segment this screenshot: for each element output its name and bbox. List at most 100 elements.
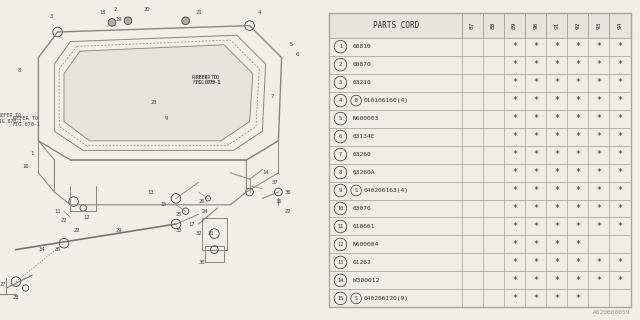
Text: *: * <box>554 294 559 303</box>
Text: 22: 22 <box>61 218 67 223</box>
Text: 91: 91 <box>554 21 559 29</box>
Text: REFER TO
FIG.670-1: REFER TO FIG.670-1 <box>0 113 22 124</box>
Text: 92: 92 <box>575 21 580 29</box>
Text: 34: 34 <box>38 247 45 252</box>
Text: *: * <box>533 204 538 213</box>
Text: *: * <box>575 204 580 213</box>
Text: *: * <box>596 60 602 69</box>
Text: 35: 35 <box>54 247 61 252</box>
Text: 33: 33 <box>176 228 182 233</box>
Text: 12: 12 <box>83 215 90 220</box>
Text: 63076: 63076 <box>353 206 372 211</box>
Text: *: * <box>596 42 602 51</box>
Text: *: * <box>533 240 538 249</box>
Text: *: * <box>618 132 623 141</box>
Text: *: * <box>533 42 538 51</box>
Text: 10: 10 <box>22 164 29 169</box>
Bar <box>330 146 630 164</box>
Text: *: * <box>533 168 538 177</box>
Text: S: S <box>355 296 358 301</box>
Text: *: * <box>512 294 517 303</box>
Text: *: * <box>596 276 602 285</box>
Text: *: * <box>554 276 559 285</box>
Text: *: * <box>618 150 623 159</box>
Text: *: * <box>596 96 602 105</box>
Bar <box>330 109 630 128</box>
Text: 5: 5 <box>289 42 293 47</box>
Text: 94: 94 <box>618 21 623 29</box>
Text: *: * <box>575 222 580 231</box>
Text: *: * <box>512 186 517 195</box>
Text: *: * <box>596 78 602 87</box>
Text: 29: 29 <box>115 228 122 233</box>
Bar <box>205 246 224 262</box>
Circle shape <box>182 17 189 25</box>
Bar <box>330 271 630 289</box>
Bar <box>202 218 227 250</box>
Text: REFER TO
FIG.670-1: REFER TO FIG.670-1 <box>192 75 220 85</box>
Text: *: * <box>575 258 580 267</box>
Circle shape <box>124 17 132 25</box>
Text: *: * <box>533 294 538 303</box>
Text: 28: 28 <box>13 295 19 300</box>
Text: N600003: N600003 <box>353 116 380 121</box>
Text: 1: 1 <box>30 151 34 156</box>
Text: *: * <box>533 60 538 69</box>
Text: A620B00059: A620B00059 <box>593 310 630 315</box>
Text: 6: 6 <box>339 134 342 139</box>
Text: 93: 93 <box>596 21 602 29</box>
Text: 9: 9 <box>164 116 168 121</box>
Text: 37: 37 <box>272 180 278 185</box>
Text: 18: 18 <box>99 10 106 15</box>
Text: 22: 22 <box>74 228 80 233</box>
Text: *: * <box>575 96 580 105</box>
Text: *: * <box>512 276 517 285</box>
Text: W300012: W300012 <box>353 278 380 283</box>
Text: 6: 6 <box>296 52 300 57</box>
Text: *: * <box>533 114 538 123</box>
Text: *: * <box>554 78 559 87</box>
Text: *: * <box>554 42 559 51</box>
Text: *: * <box>618 60 623 69</box>
Text: *: * <box>618 276 623 285</box>
Text: 15: 15 <box>160 202 166 207</box>
Bar <box>330 128 630 146</box>
Text: 25: 25 <box>176 212 182 217</box>
Text: 16: 16 <box>275 199 282 204</box>
Bar <box>330 199 630 218</box>
Text: N600004: N600004 <box>353 242 380 247</box>
Text: *: * <box>596 114 602 123</box>
Text: *: * <box>596 204 602 213</box>
Text: *: * <box>575 132 580 141</box>
Text: *: * <box>512 204 517 213</box>
Text: 89: 89 <box>512 21 517 29</box>
Text: *: * <box>554 132 559 141</box>
Text: 21: 21 <box>195 10 202 15</box>
Text: 2: 2 <box>339 62 342 67</box>
Bar <box>330 74 630 92</box>
Text: *: * <box>618 114 623 123</box>
Text: 7: 7 <box>339 152 342 157</box>
Text: *: * <box>554 96 559 105</box>
Circle shape <box>108 19 116 26</box>
Text: S: S <box>355 188 358 193</box>
Text: *: * <box>512 96 517 105</box>
Text: *: * <box>512 150 517 159</box>
Text: 23: 23 <box>150 100 157 105</box>
Text: *: * <box>618 42 623 51</box>
Text: 4: 4 <box>339 98 342 103</box>
Text: 32: 32 <box>195 231 202 236</box>
Text: *: * <box>512 222 517 231</box>
Bar <box>330 218 630 236</box>
Text: 11: 11 <box>337 224 344 229</box>
Text: *: * <box>575 60 580 69</box>
Text: *: * <box>554 114 559 123</box>
Text: 10: 10 <box>337 206 344 211</box>
Text: 20: 20 <box>144 7 150 12</box>
Text: *: * <box>554 60 559 69</box>
Text: *: * <box>512 60 517 69</box>
Bar <box>330 236 630 253</box>
Text: 3: 3 <box>339 80 342 85</box>
Text: *: * <box>554 204 559 213</box>
Bar <box>330 56 630 74</box>
